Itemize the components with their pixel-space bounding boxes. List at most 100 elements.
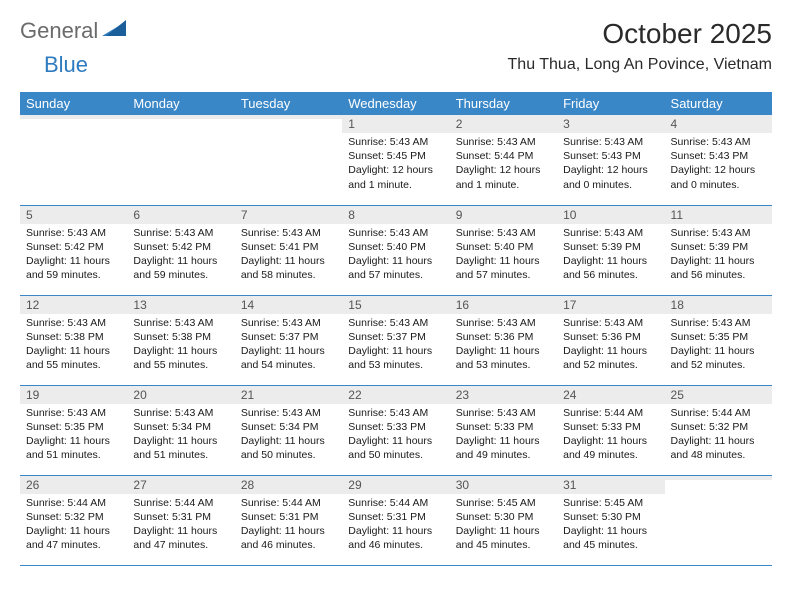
day-number: 4 (665, 115, 772, 133)
day-body (235, 119, 342, 125)
logo-mark-icon (102, 20, 126, 43)
calendar-day-cell: 18Sunrise: 5:43 AMSunset: 5:35 PMDayligh… (665, 295, 772, 385)
day-line: and 53 minutes. (456, 358, 551, 372)
day-line: and 51 minutes. (26, 448, 121, 462)
day-line: and 55 minutes. (133, 358, 228, 372)
calendar-week-row: 19Sunrise: 5:43 AMSunset: 5:35 PMDayligh… (20, 385, 772, 475)
day-line: Daylight: 11 hours (26, 524, 121, 538)
day-line: Sunset: 5:42 PM (133, 240, 228, 254)
day-body: Sunrise: 5:43 AMSunset: 5:39 PMDaylight:… (557, 224, 664, 287)
day-line: and 56 minutes. (563, 268, 658, 282)
day-line: Sunrise: 5:44 AM (348, 496, 443, 510)
day-line: and 57 minutes. (348, 268, 443, 282)
calendar-week-row: 1Sunrise: 5:43 AMSunset: 5:45 PMDaylight… (20, 115, 772, 205)
day-number: 21 (235, 386, 342, 404)
day-line: Sunrise: 5:43 AM (456, 135, 551, 149)
day-line: Daylight: 11 hours (133, 434, 228, 448)
day-line: Sunset: 5:31 PM (133, 510, 228, 524)
calendar-day-cell: 25Sunrise: 5:44 AMSunset: 5:32 PMDayligh… (665, 385, 772, 475)
day-line: Sunset: 5:37 PM (241, 330, 336, 344)
day-line: Sunrise: 5:43 AM (26, 406, 121, 420)
day-line: Sunrise: 5:43 AM (241, 316, 336, 330)
day-body: Sunrise: 5:43 AMSunset: 5:39 PMDaylight:… (665, 224, 772, 287)
day-line: and 55 minutes. (26, 358, 121, 372)
day-number: 26 (20, 476, 127, 494)
day-line: and 50 minutes. (348, 448, 443, 462)
day-number: 5 (20, 206, 127, 224)
day-line: Sunset: 5:39 PM (563, 240, 658, 254)
day-line: Daylight: 12 hours (671, 163, 766, 177)
calendar-day-cell: 23Sunrise: 5:43 AMSunset: 5:33 PMDayligh… (450, 385, 557, 475)
calendar-day-cell: 24Sunrise: 5:44 AMSunset: 5:33 PMDayligh… (557, 385, 664, 475)
day-line: and 59 minutes. (133, 268, 228, 282)
day-number: 14 (235, 296, 342, 314)
day-body: Sunrise: 5:45 AMSunset: 5:30 PMDaylight:… (450, 494, 557, 557)
day-line: and 45 minutes. (563, 538, 658, 552)
day-line: and 54 minutes. (241, 358, 336, 372)
day-line: Daylight: 11 hours (456, 254, 551, 268)
weekday-header-row: Sunday Monday Tuesday Wednesday Thursday… (20, 92, 772, 115)
day-line: and 1 minute. (348, 178, 443, 192)
day-line: Sunrise: 5:43 AM (456, 406, 551, 420)
calendar-day-cell: 6Sunrise: 5:43 AMSunset: 5:42 PMDaylight… (127, 205, 234, 295)
calendar-day-cell: 13Sunrise: 5:43 AMSunset: 5:38 PMDayligh… (127, 295, 234, 385)
day-line: and 47 minutes. (26, 538, 121, 552)
day-line: and 46 minutes. (241, 538, 336, 552)
day-body: Sunrise: 5:43 AMSunset: 5:37 PMDaylight:… (342, 314, 449, 377)
day-number: 19 (20, 386, 127, 404)
weekday-header: Friday (557, 92, 664, 115)
day-line: Sunset: 5:34 PM (133, 420, 228, 434)
day-line: and 49 minutes. (456, 448, 551, 462)
day-line: Sunrise: 5:43 AM (133, 406, 228, 420)
day-body: Sunrise: 5:43 AMSunset: 5:38 PMDaylight:… (127, 314, 234, 377)
day-line: Daylight: 11 hours (348, 344, 443, 358)
logo-text-blue: Blue (44, 52, 88, 77)
calendar-day-cell: 14Sunrise: 5:43 AMSunset: 5:37 PMDayligh… (235, 295, 342, 385)
day-line: Sunrise: 5:43 AM (563, 316, 658, 330)
day-line: Daylight: 11 hours (671, 344, 766, 358)
day-number: 12 (20, 296, 127, 314)
day-body: Sunrise: 5:43 AMSunset: 5:41 PMDaylight:… (235, 224, 342, 287)
day-line: Sunset: 5:31 PM (348, 510, 443, 524)
day-line: Sunrise: 5:43 AM (133, 316, 228, 330)
day-line: Sunset: 5:45 PM (348, 149, 443, 163)
day-line: Sunset: 5:40 PM (456, 240, 551, 254)
day-line: Sunset: 5:30 PM (563, 510, 658, 524)
day-line: Sunrise: 5:43 AM (133, 226, 228, 240)
day-line: Sunrise: 5:43 AM (348, 135, 443, 149)
day-body: Sunrise: 5:44 AMSunset: 5:33 PMDaylight:… (557, 404, 664, 467)
day-line: Sunrise: 5:44 AM (26, 496, 121, 510)
day-line: Sunrise: 5:43 AM (671, 316, 766, 330)
day-line: Sunset: 5:32 PM (26, 510, 121, 524)
day-line: and 0 minutes. (563, 178, 658, 192)
day-number: 31 (557, 476, 664, 494)
day-body: Sunrise: 5:43 AMSunset: 5:34 PMDaylight:… (235, 404, 342, 467)
day-line: Daylight: 11 hours (133, 524, 228, 538)
day-body: Sunrise: 5:43 AMSunset: 5:42 PMDaylight:… (127, 224, 234, 287)
day-line: Sunset: 5:43 PM (563, 149, 658, 163)
day-line: Daylight: 11 hours (348, 524, 443, 538)
day-line: Daylight: 11 hours (241, 434, 336, 448)
day-line: Sunset: 5:34 PM (241, 420, 336, 434)
day-body (127, 119, 234, 125)
day-line: Sunset: 5:41 PM (241, 240, 336, 254)
day-line: Daylight: 11 hours (348, 434, 443, 448)
day-line: Sunset: 5:33 PM (348, 420, 443, 434)
day-line: Daylight: 11 hours (563, 434, 658, 448)
calendar-day-cell: 5Sunrise: 5:43 AMSunset: 5:42 PMDaylight… (20, 205, 127, 295)
day-number: 1 (342, 115, 449, 133)
day-body: Sunrise: 5:43 AMSunset: 5:38 PMDaylight:… (20, 314, 127, 377)
day-line: and 59 minutes. (26, 268, 121, 282)
day-line: Sunrise: 5:43 AM (671, 226, 766, 240)
calendar-day-cell: 21Sunrise: 5:43 AMSunset: 5:34 PMDayligh… (235, 385, 342, 475)
day-body: Sunrise: 5:43 AMSunset: 5:44 PMDaylight:… (450, 133, 557, 196)
calendar-day-cell: 11Sunrise: 5:43 AMSunset: 5:39 PMDayligh… (665, 205, 772, 295)
day-body: Sunrise: 5:43 AMSunset: 5:33 PMDaylight:… (342, 404, 449, 467)
day-body: Sunrise: 5:43 AMSunset: 5:43 PMDaylight:… (665, 133, 772, 196)
day-line: Sunrise: 5:43 AM (348, 316, 443, 330)
day-line: Daylight: 11 hours (133, 344, 228, 358)
calendar-day-cell: 17Sunrise: 5:43 AMSunset: 5:36 PMDayligh… (557, 295, 664, 385)
day-number: 9 (450, 206, 557, 224)
calendar-day-cell: 9Sunrise: 5:43 AMSunset: 5:40 PMDaylight… (450, 205, 557, 295)
day-line: Sunset: 5:35 PM (671, 330, 766, 344)
